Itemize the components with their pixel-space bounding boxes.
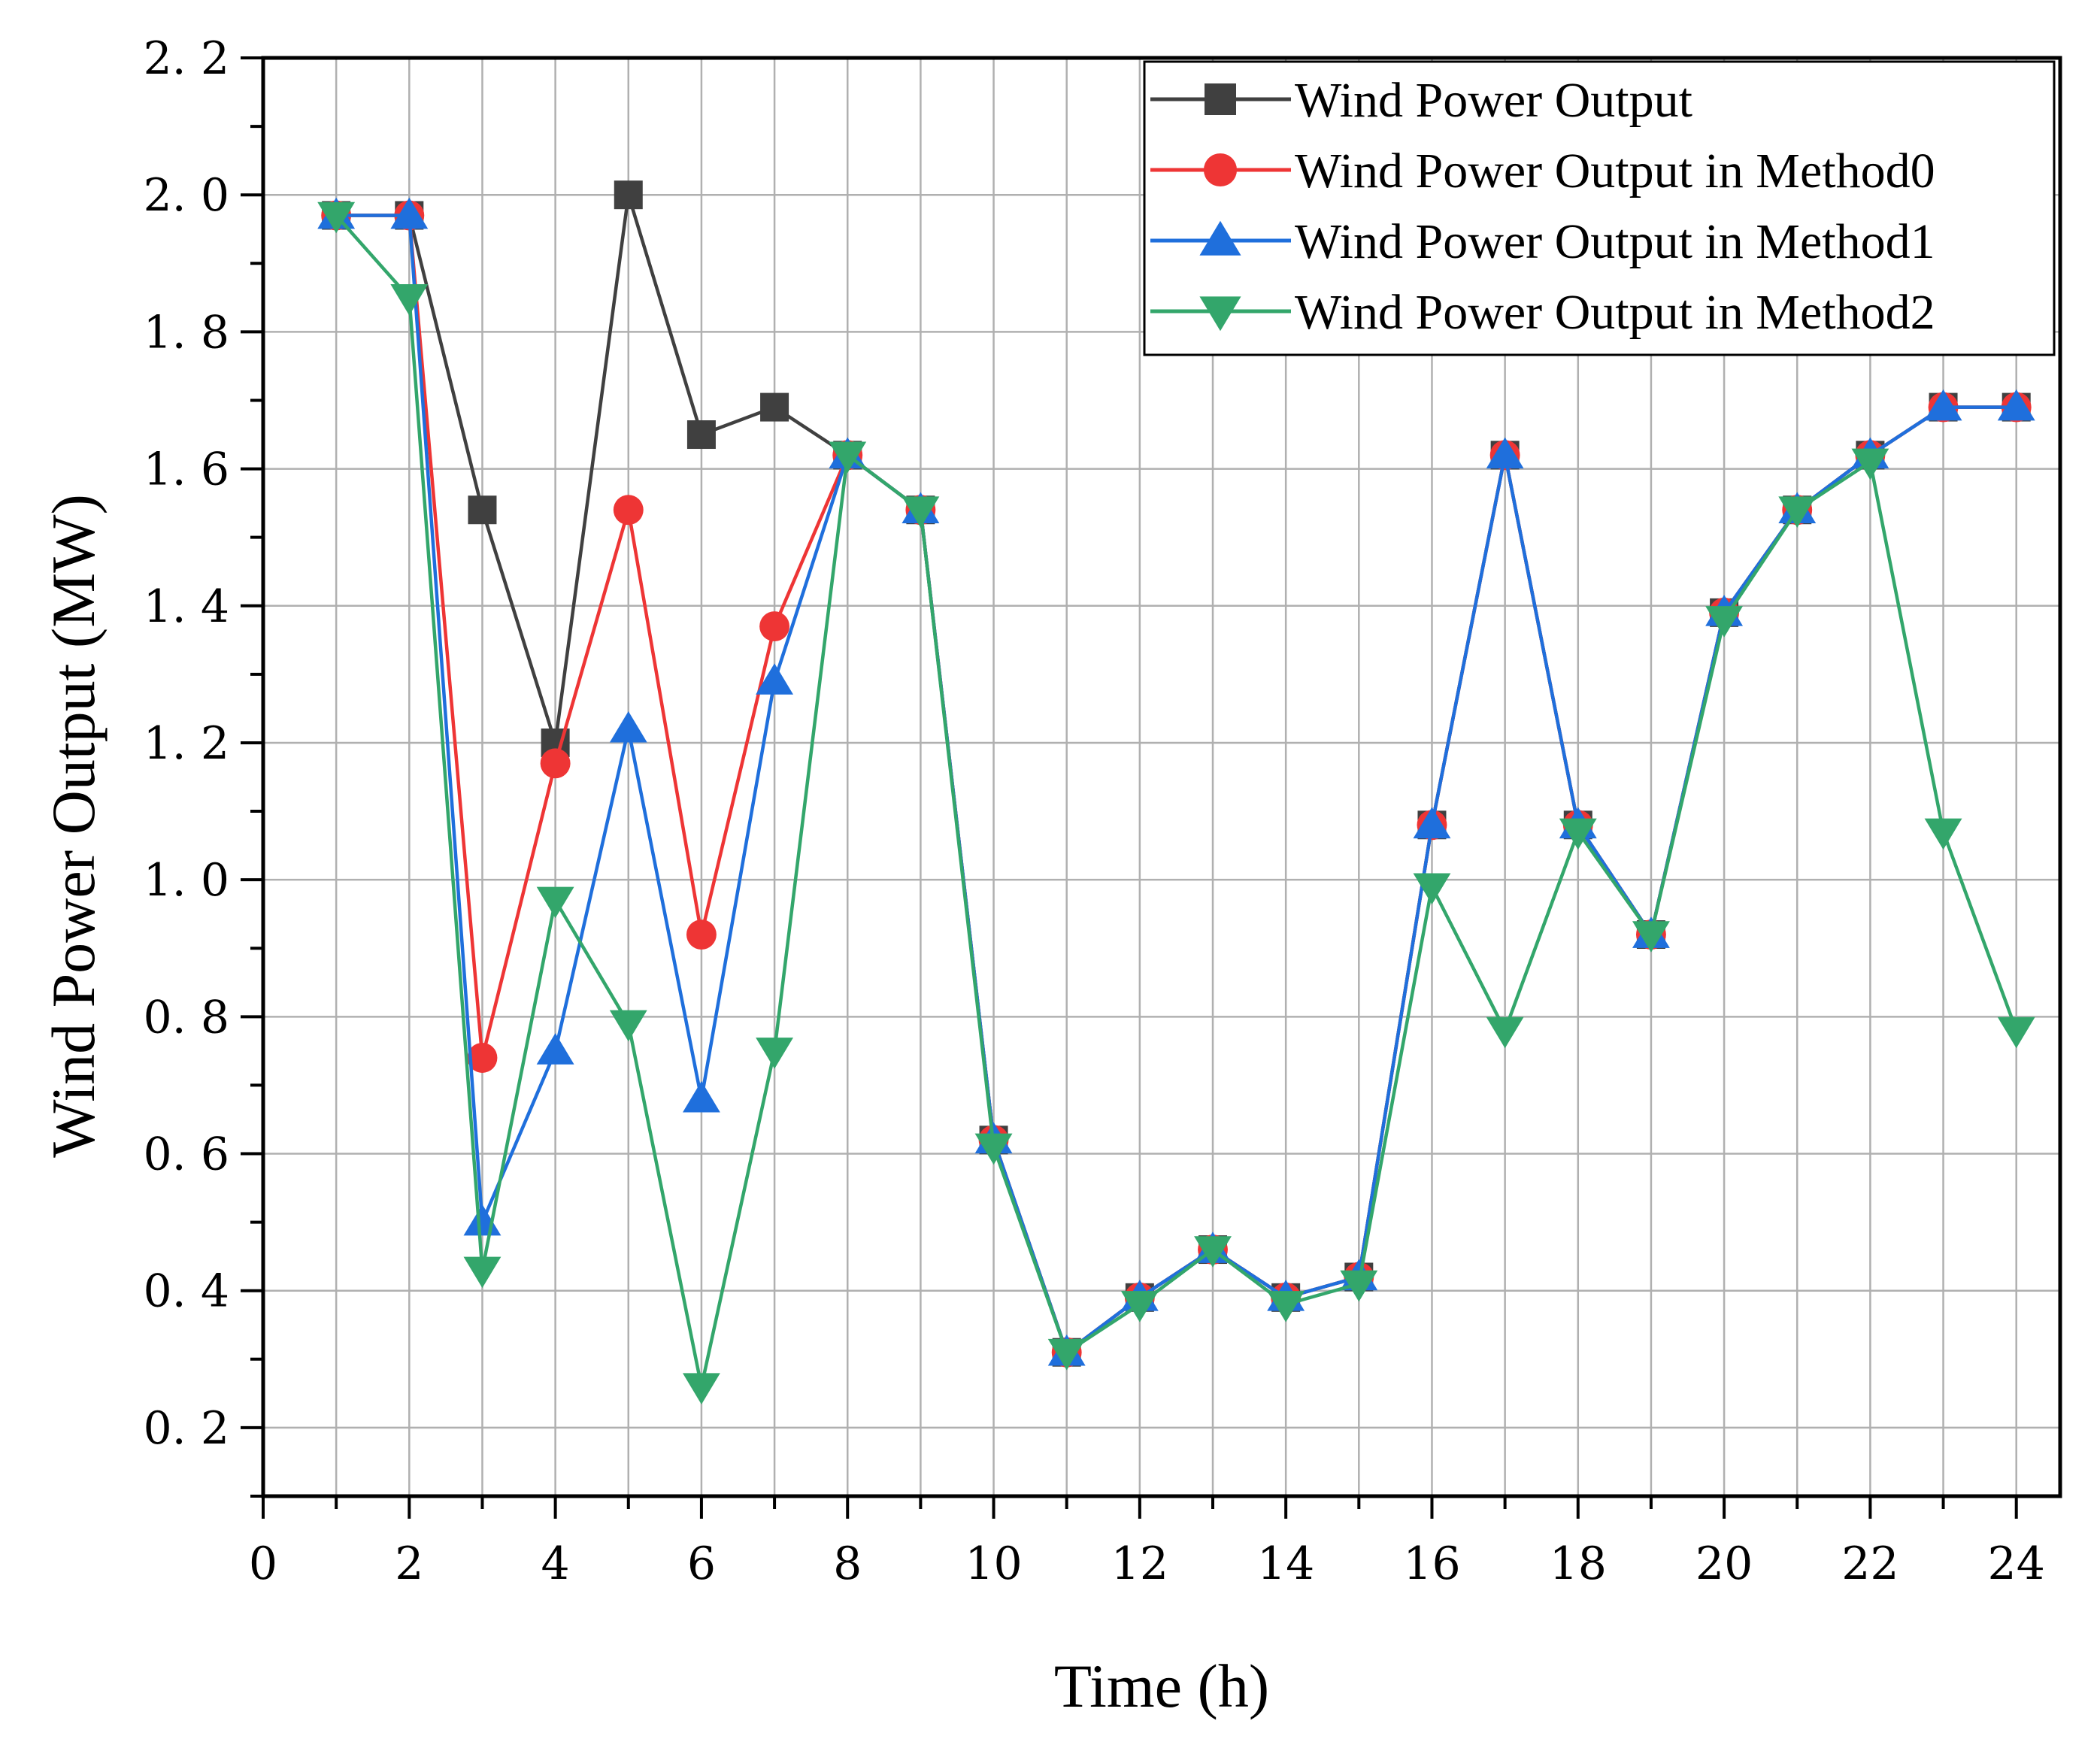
data-point-s3-10 bbox=[974, 1133, 1013, 1165]
plot-frame bbox=[261, 56, 2062, 1498]
legend-label-3: Wind Power Output in Method2 bbox=[1295, 285, 1935, 340]
data-point-s3-15 bbox=[1340, 1270, 1378, 1302]
data-point-s3-22 bbox=[1851, 448, 1889, 480]
data-point-s3-12 bbox=[1120, 1291, 1159, 1322]
legend-entry-2: Wind Power Output in Method1 bbox=[1150, 214, 1935, 269]
x-tick-label: 20 bbox=[1695, 1538, 1753, 1590]
y-tick-label: 0. 2 bbox=[144, 1402, 230, 1455]
legend: Wind Power Output Wind Power Output in Me… bbox=[1143, 60, 2056, 356]
series-2 bbox=[317, 197, 2035, 1366]
x-tick-label: 18 bbox=[1550, 1538, 1607, 1590]
x-tick-label: 8 bbox=[833, 1538, 862, 1590]
legend-marker-0 bbox=[1205, 83, 1236, 115]
data-point-s3-19 bbox=[1632, 921, 1670, 953]
legend-box bbox=[1143, 60, 2056, 356]
series-line-2 bbox=[336, 214, 2017, 1354]
data-point-s3-23 bbox=[1924, 818, 1962, 850]
data-point-s2-17 bbox=[1486, 437, 1524, 469]
legend-label-2: Wind Power Output in Method1 bbox=[1295, 214, 1935, 269]
data-point-s3-6 bbox=[682, 1373, 720, 1404]
legend-marker-2 bbox=[1199, 220, 1241, 256]
series-line-1 bbox=[336, 214, 2017, 1354]
data-point-s0-7 bbox=[760, 392, 789, 422]
data-point-s3-8 bbox=[829, 441, 867, 474]
series-layer bbox=[317, 180, 2035, 1404]
data-point-s3-3 bbox=[463, 1256, 502, 1289]
data-point-s3-7 bbox=[756, 1038, 794, 1069]
x-axis-title: Time (h) bbox=[1054, 1652, 1269, 1720]
data-point-s3-5 bbox=[609, 1010, 647, 1042]
legend-entry-0: Wind Power Output bbox=[1150, 73, 1692, 128]
legend-marker-1 bbox=[1203, 153, 1238, 187]
data-point-s1-4 bbox=[540, 748, 571, 779]
data-point-s1-7 bbox=[759, 611, 790, 642]
data-point-s0-6 bbox=[686, 420, 716, 450]
series-line-0 bbox=[336, 192, 2017, 1354]
data-point-s3-17 bbox=[1486, 1016, 1524, 1049]
legend-entry-1: Wind Power Output in Method0 bbox=[1150, 144, 1935, 198]
data-point-s3-20 bbox=[1705, 606, 1744, 638]
axes: 0 2 4 6 8 10 12 14 16 18 20 22 240. 20. 40. 60. 81. … bbox=[144, 32, 2045, 1590]
y-tick-label: 1. 2 bbox=[144, 717, 230, 770]
data-point-s1-3 bbox=[467, 1043, 498, 1073]
data-point-s0-3 bbox=[468, 495, 497, 525]
data-point-s2-5 bbox=[609, 710, 647, 743]
series-1 bbox=[321, 200, 2032, 1368]
data-point-s3-2 bbox=[390, 284, 429, 316]
y-axis-title: Wind Power Output (MW) bbox=[39, 494, 108, 1158]
data-point-s3-11 bbox=[1047, 1338, 1086, 1371]
y-tick-label: 2. 2 bbox=[144, 32, 230, 85]
data-point-s3-4 bbox=[536, 886, 574, 919]
data-point-s0-5 bbox=[614, 180, 643, 210]
data-point-s2-23 bbox=[1924, 389, 1962, 421]
data-point-s2-7 bbox=[756, 663, 794, 695]
legend-label-0: Wind Power Output bbox=[1295, 73, 1692, 128]
y-tick-label: 2. 0 bbox=[144, 169, 230, 222]
data-point-s1-5 bbox=[613, 495, 644, 526]
data-point-s2-16 bbox=[1413, 807, 1451, 839]
data-point-s3-21 bbox=[1778, 496, 1817, 528]
x-tick-label: 4 bbox=[541, 1538, 570, 1590]
data-point-s2-24 bbox=[1997, 389, 2035, 421]
data-point-s3-18 bbox=[1559, 818, 1597, 850]
legend-marker-3 bbox=[1199, 296, 1241, 332]
data-point-s3-9 bbox=[902, 496, 940, 528]
legend-label-1: Wind Power Output in Method0 bbox=[1295, 144, 1935, 198]
x-tick-label: 10 bbox=[965, 1538, 1022, 1590]
x-tick-label: 24 bbox=[1988, 1538, 2045, 1590]
x-tick-label: 12 bbox=[1111, 1538, 1168, 1590]
series-3 bbox=[317, 201, 2035, 1404]
x-tick-label: 2 bbox=[395, 1538, 423, 1590]
y-tick-label: 1. 6 bbox=[144, 444, 230, 496]
y-tick-label: 0. 6 bbox=[144, 1129, 230, 1181]
y-tick-label: 1. 0 bbox=[144, 854, 230, 907]
series-line-3 bbox=[335, 214, 2018, 1389]
y-tick-label: 1. 4 bbox=[144, 580, 230, 633]
data-point-s3-1 bbox=[317, 201, 356, 234]
legend-entry-3: Wind Power Output in Method2 bbox=[1150, 285, 1935, 340]
data-point-s3-14 bbox=[1267, 1291, 1305, 1322]
series-0 bbox=[322, 180, 2031, 1367]
data-point-s1-6 bbox=[686, 919, 717, 950]
data-point-s3-16 bbox=[1413, 873, 1451, 905]
gridlines bbox=[263, 58, 2060, 1496]
x-tick-label: 16 bbox=[1403, 1538, 1460, 1590]
y-tick-label: 0. 4 bbox=[144, 1265, 230, 1318]
x-tick-label: 14 bbox=[1257, 1538, 1314, 1590]
y-tick-label: 0. 8 bbox=[144, 991, 230, 1044]
y-tick-label: 1. 8 bbox=[144, 306, 230, 359]
data-point-s2-2 bbox=[390, 197, 429, 229]
data-point-s3-24 bbox=[1997, 1016, 2035, 1049]
x-tick-label: 0 bbox=[249, 1538, 277, 1590]
data-point-s2-6 bbox=[682, 1080, 720, 1113]
x-tick-label: 22 bbox=[1841, 1538, 1898, 1590]
x-tick-label: 6 bbox=[687, 1538, 716, 1590]
data-point-s2-4 bbox=[536, 1033, 574, 1065]
data-point-s3-13 bbox=[1194, 1236, 1232, 1268]
